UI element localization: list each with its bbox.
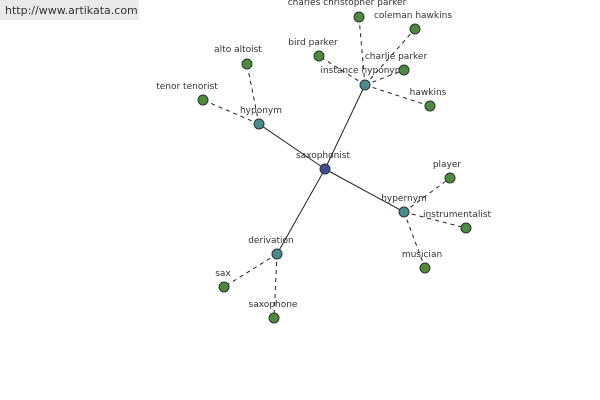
relation-node[interactable] bbox=[359, 79, 371, 91]
word-node[interactable] bbox=[409, 23, 421, 35]
word-edge bbox=[273, 253, 278, 319]
node-label[interactable]: hyponym bbox=[240, 106, 282, 116]
word-node[interactable] bbox=[268, 312, 280, 324]
node-label[interactable]: instance hyponym bbox=[320, 66, 403, 76]
word-edge bbox=[318, 55, 366, 86]
node-label[interactable]: saxophonist bbox=[296, 151, 351, 161]
node-label[interactable]: hawkins bbox=[410, 88, 447, 98]
word-node[interactable] bbox=[241, 58, 253, 70]
word-node[interactable] bbox=[353, 11, 365, 23]
relation-node[interactable] bbox=[253, 118, 265, 130]
word-node[interactable] bbox=[444, 172, 456, 184]
word-node[interactable] bbox=[313, 50, 325, 62]
root-node[interactable] bbox=[319, 163, 331, 175]
relation-node[interactable] bbox=[271, 248, 283, 260]
relation-edge bbox=[258, 123, 326, 170]
node-label[interactable]: tenor tenorist bbox=[156, 82, 218, 92]
word-edge bbox=[364, 84, 431, 107]
node-label[interactable]: alto altoist bbox=[214, 45, 262, 55]
node-label[interactable]: saxophone bbox=[249, 300, 298, 310]
word-edge bbox=[223, 253, 278, 288]
node-label[interactable]: charlie parker bbox=[365, 52, 428, 62]
word-node[interactable] bbox=[197, 94, 209, 106]
word-edge bbox=[403, 177, 451, 213]
node-label[interactable]: coleman hawkins bbox=[374, 11, 452, 21]
word-node[interactable] bbox=[398, 64, 410, 76]
word-node[interactable] bbox=[218, 281, 230, 293]
relation-edge bbox=[324, 84, 366, 170]
node-label[interactable]: charles christopher parker bbox=[288, 0, 407, 8]
node-label[interactable]: derivation bbox=[248, 236, 294, 246]
relation-node[interactable] bbox=[398, 206, 410, 218]
word-node[interactable] bbox=[419, 262, 431, 274]
nodes: saxophonist hyponym instance hyponym hypern… bbox=[156, 0, 492, 324]
relation-edge bbox=[276, 168, 326, 255]
node-label[interactable]: hypernym bbox=[381, 194, 427, 204]
node-label[interactable]: instrumentalist bbox=[423, 210, 492, 220]
edges bbox=[202, 16, 467, 319]
node-label[interactable]: bird parker bbox=[288, 38, 338, 48]
word-edge bbox=[364, 69, 405, 86]
site-url[interactable]: http://www.artikata.com bbox=[0, 0, 139, 20]
node-label[interactable]: player bbox=[433, 160, 462, 170]
node-label[interactable]: musician bbox=[402, 250, 442, 260]
word-node[interactable] bbox=[460, 222, 472, 234]
word-node[interactable] bbox=[424, 100, 436, 112]
word-edge bbox=[246, 63, 260, 125]
word-edge bbox=[358, 16, 366, 86]
word-edge bbox=[403, 211, 467, 229]
word-edge bbox=[403, 211, 426, 269]
relation-edge bbox=[324, 168, 405, 213]
word-edge bbox=[202, 99, 260, 125]
node-label[interactable]: sax bbox=[215, 269, 231, 279]
